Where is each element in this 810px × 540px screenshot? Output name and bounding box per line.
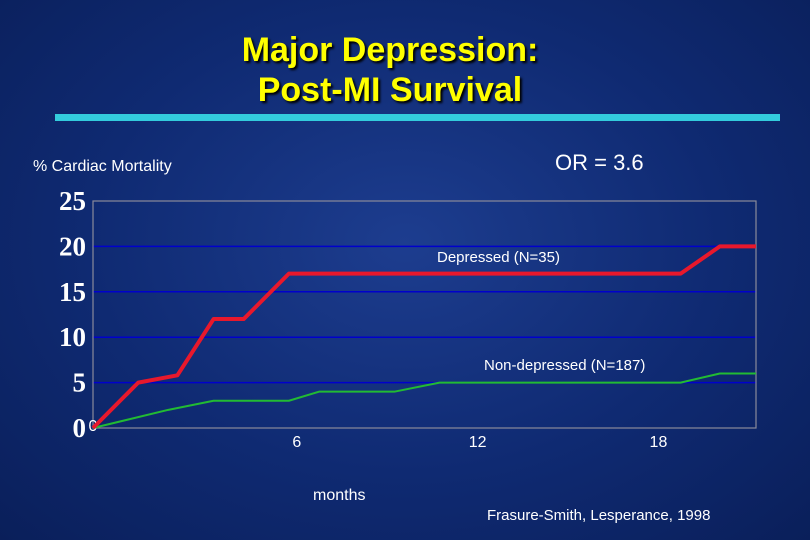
- x-tick-label: 6: [292, 434, 301, 451]
- y-ticks: 0 5 10 15 20 25: [59, 186, 86, 443]
- y-tick-label: 10: [59, 322, 86, 352]
- title-divider: [55, 114, 780, 121]
- x-ticks: 06 12 18: [89, 418, 668, 451]
- series-lines: [91, 244, 756, 430]
- slide-title: Major Depression: Post-MI Survival: [0, 30, 780, 110]
- title-line-1: Major Depression:: [241, 31, 539, 69]
- series-line-depressed: [91, 244, 756, 430]
- odds-ratio-label: OR = 3.6: [555, 150, 644, 175]
- x-tick-label: 18: [650, 434, 668, 451]
- x-tick-label: 12: [469, 434, 487, 451]
- plot-frame: [92, 200, 757, 429]
- y-tick-label: 5: [73, 368, 87, 398]
- gridlines: [93, 245, 756, 384]
- series-label-non-depressed: Non-depressed (N=187): [484, 357, 645, 374]
- series-line-non-depressed: [92, 372, 756, 429]
- x-axis-label: months: [313, 487, 366, 504]
- series-label-depressed: Depressed (N=35): [437, 249, 560, 266]
- y-tick-label: 20: [59, 231, 86, 261]
- citation: Frasure-Smith, Lesperance, 1998: [487, 507, 711, 524]
- y-axis-label: % Cardiac Mortality: [33, 158, 172, 175]
- y-tick-label: 0: [73, 413, 87, 443]
- y-tick-label: 25: [59, 186, 86, 216]
- title-line-2: Post-MI Survival: [257, 71, 523, 109]
- y-tick-label: 15: [59, 277, 86, 307]
